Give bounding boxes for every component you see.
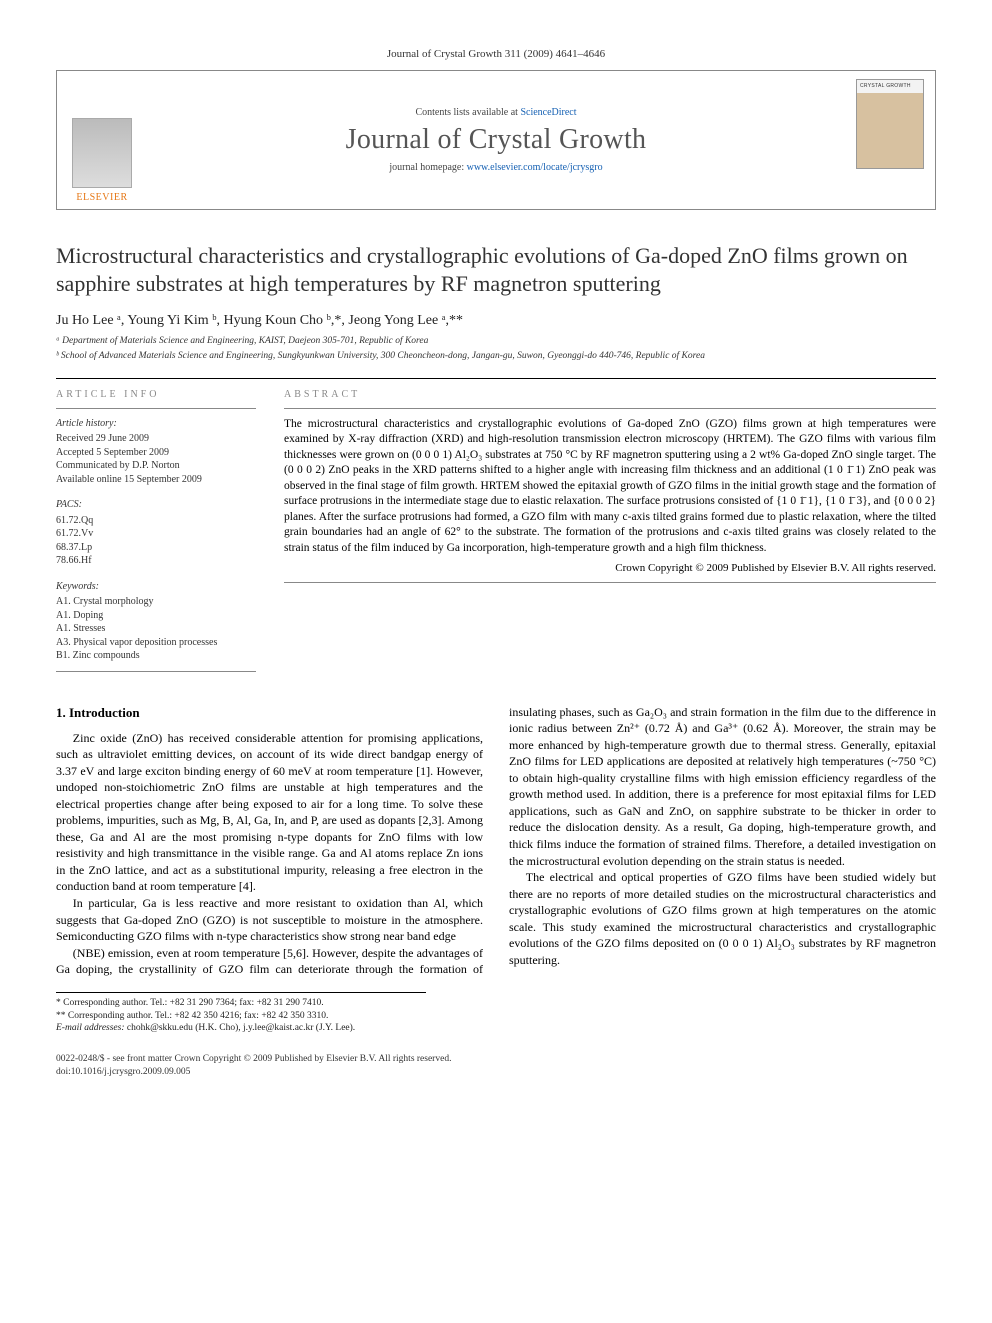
- abstract-head: ABSTRACT: [284, 389, 936, 400]
- email-line: E-mail addresses: chohk@skku.edu (H.K. C…: [56, 1022, 426, 1035]
- history-line: Communicated by D.P. Norton: [56, 459, 256, 473]
- cover-thumb-block: CRYSTAL GROWTH: [845, 71, 935, 209]
- thin-divider: [284, 582, 936, 583]
- meta-row: ARTICLE INFO Article history: Received 2…: [56, 389, 936, 680]
- article-title: Microstructural characteristics and crys…: [56, 242, 936, 297]
- keyword: A1. Stresses: [56, 622, 256, 636]
- running-head: Journal of Crystal Growth 311 (2009) 464…: [56, 48, 936, 60]
- header-center: Contents lists available at ScienceDirec…: [147, 71, 845, 209]
- pacs-code: 78.66.Hf: [56, 554, 256, 568]
- contents-list-line: Contents lists available at ScienceDirec…: [415, 107, 576, 118]
- history-line: Received 29 June 2009: [56, 432, 256, 446]
- keyword: A1. Doping: [56, 609, 256, 623]
- keyword: B1. Zinc compounds: [56, 649, 256, 663]
- homepage-prefix: journal homepage:: [389, 162, 466, 173]
- article-info: ARTICLE INFO Article history: Received 2…: [56, 389, 256, 680]
- email-label: E-mail addresses:: [56, 1023, 125, 1033]
- thin-divider: [56, 671, 256, 672]
- divider: [56, 378, 936, 379]
- affiliation-b: ᵇ School of Advanced Materials Science a…: [56, 350, 936, 363]
- email-addresses: chohk@skku.edu (H.K. Cho), j.y.lee@kaist…: [125, 1023, 356, 1033]
- pacs-code: 61.72.Vv: [56, 527, 256, 541]
- elsevier-wordmark: ELSEVIER: [76, 192, 127, 203]
- keyword: A1. Crystal morphology: [56, 595, 256, 609]
- journal-homepage-line: journal homepage: www.elsevier.com/locat…: [389, 162, 602, 173]
- journal-cover-icon: CRYSTAL GROWTH: [856, 79, 924, 169]
- keyword: A3. Physical vapor deposition processes: [56, 636, 256, 650]
- publisher-logo-block: ELSEVIER: [57, 71, 147, 209]
- pacs-code: 68.37.Lp: [56, 541, 256, 555]
- footnotes: * Corresponding author. Tel.: +82 31 290…: [56, 992, 426, 1035]
- article-info-head: ARTICLE INFO: [56, 389, 256, 400]
- keywords-head: Keywords:: [56, 580, 256, 594]
- body-paragraph: The electrical and optical properties of…: [509, 869, 936, 968]
- body-columns: 1. Introduction Zinc oxide (ZnO) has rec…: [56, 704, 936, 978]
- abstract-copyright: Crown Copyright © 2009 Published by Else…: [284, 562, 936, 574]
- footer-doi: doi:10.1016/j.jcrysgro.2009.09.005: [56, 1066, 936, 1078]
- footer-copyright: 0022-0248/$ - see front matter Crown Cop…: [56, 1053, 936, 1065]
- history-line: Available online 15 September 2009: [56, 473, 256, 487]
- section-heading: 1. Introduction: [56, 704, 483, 722]
- pacs-code: 61.72.Qq: [56, 514, 256, 528]
- affiliation-a: ᵃ Department of Materials Science and En…: [56, 335, 936, 348]
- elsevier-tree-icon: [72, 118, 132, 188]
- abstract-block: ABSTRACT The microstructural characteris…: [284, 389, 936, 680]
- journal-header: ELSEVIER Contents lists available at Sci…: [56, 70, 936, 210]
- authors-line: Ju Ho Lee ᵃ, Young Yi Kim ᵇ, Hyung Koun …: [56, 313, 936, 329]
- body-paragraph: In particular, Ga is less reactive and m…: [56, 895, 483, 945]
- pacs-head: PACS:: [56, 498, 256, 512]
- abstract-text: The microstructural characteristics and …: [284, 417, 936, 557]
- page: Journal of Crystal Growth 311 (2009) 464…: [0, 0, 992, 1118]
- contents-prefix: Contents lists available at: [415, 107, 520, 118]
- thin-divider: [284, 408, 936, 409]
- homepage-link[interactable]: www.elsevier.com/locate/jcrysgro: [467, 162, 603, 173]
- sciencedirect-link[interactable]: ScienceDirect: [520, 107, 576, 118]
- corr-author-note: ** Corresponding author. Tel.: +82 42 35…: [56, 1010, 426, 1023]
- history-head: Article history:: [56, 417, 256, 431]
- footer: 0022-0248/$ - see front matter Crown Cop…: [56, 1053, 936, 1078]
- corr-author-note: * Corresponding author. Tel.: +82 31 290…: [56, 997, 426, 1010]
- thin-divider: [56, 408, 256, 409]
- keywords-list: A1. Crystal morphology A1. Doping A1. St…: [56, 595, 256, 663]
- history-line: Accepted 5 September 2009: [56, 446, 256, 460]
- body-paragraph: Zinc oxide (ZnO) has received considerab…: [56, 730, 483, 895]
- journal-name: Journal of Crystal Growth: [346, 124, 647, 156]
